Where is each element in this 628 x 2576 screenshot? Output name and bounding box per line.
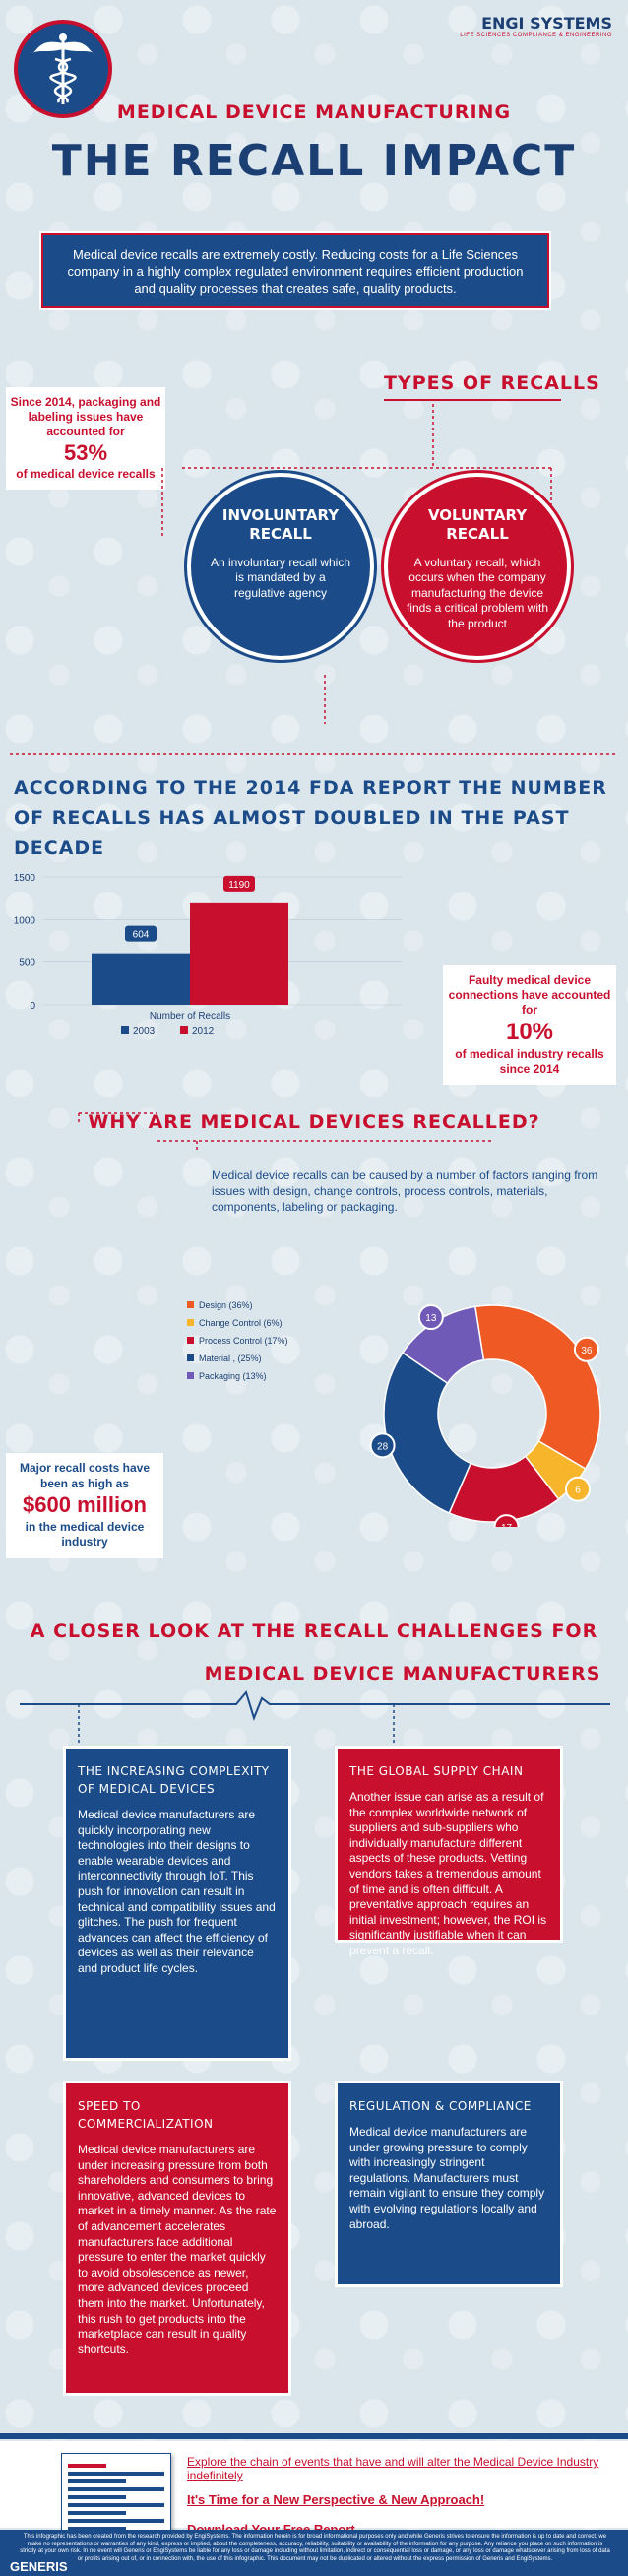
why-connector — [78, 1112, 492, 1153]
connector-lines — [10, 404, 618, 755]
brand-name: ENGI SYSTEMS — [481, 14, 612, 33]
divider — [0, 2433, 628, 2439]
legend-label: Material , (25%) — [199, 1354, 262, 1363]
legend-swatch — [180, 1026, 188, 1034]
voluntary-title: VOLUNTARY RECALL — [427, 506, 528, 543]
y-tick-label: 0 — [30, 1001, 35, 1012]
data-label-bubble — [417, 1304, 444, 1331]
voluntary-recall-circle: VOLUNTARY RECALL A voluntary recall, whi… — [384, 473, 571, 660]
stat-packaging-callout: Since 2014, packaging and labeling issue… — [6, 387, 165, 490]
closer-heading-line2: MEDICAL DEVICE MANUFACTURERS — [204, 1663, 601, 1684]
stat-connections-callout: Faulty medical device connections have a… — [443, 965, 616, 1085]
causes-donut-chart: Design (36%) Change Control (6%) Process C… — [187, 1300, 601, 1527]
stat-cost-callout: Major recall costs have been as high as … — [6, 1453, 163, 1558]
challenge-card: THE GLOBAL SUPPLY CHAIN Another issue ca… — [335, 1746, 563, 1957]
legend-label: Change Control (6%) — [199, 1318, 283, 1328]
legend-swatch — [121, 1026, 129, 1034]
stat-text: Faulty medical device connections have a… — [448, 973, 611, 1017]
data-label: 36 — [581, 1346, 593, 1356]
why-heading: WHY ARE MEDICAL DEVICES RECALLED? — [88, 1111, 540, 1133]
donut-slice — [473, 1304, 601, 1471]
bar-2012 — [190, 902, 288, 1005]
stat-text: of medical industry recalls since 2014 — [455, 1047, 604, 1076]
x-tick-label: Number of Recalls — [150, 1011, 230, 1022]
legend-swatch — [187, 1372, 194, 1379]
bar-2003 — [92, 953, 190, 1005]
page-title: THE RECALL IMPACT — [51, 136, 577, 186]
legend-swatch — [187, 1337, 194, 1344]
legend-label: Packaging (13%) — [199, 1371, 267, 1381]
y-tick-label: 1000 — [14, 915, 36, 926]
data-label-bg — [125, 925, 157, 942]
explore-link[interactable]: Explore the chain of events that have an… — [187, 2455, 599, 2482]
stat-text: Major recall costs have been as high as — [19, 1461, 151, 1490]
generis-logo[interactable]: GENERIS — [10, 2559, 68, 2574]
card-title: REGULATION & COMPLIANCE — [349, 2099, 532, 2113]
data-label-bubble — [573, 1336, 599, 1362]
involuntary-desc: An involuntary recall which is mandated … — [210, 555, 351, 600]
legend-swatch — [187, 1319, 194, 1326]
stat-number: 53% — [63, 440, 108, 465]
data-label-bubble — [565, 1476, 592, 1502]
challenge-card: THE INCREASING COMPLEXITY OF MEDICAL DEV… — [63, 1746, 291, 2061]
involuntary-title: INVOLUNTARY RECALL — [221, 506, 340, 543]
stat-number: $600 million — [23, 1492, 147, 1518]
stat-text: of medical device recalls — [16, 466, 156, 481]
pulse-connector — [20, 1689, 610, 1744]
card-title: THE GLOBAL SUPPLY CHAIN — [349, 1764, 524, 1778]
why-description: Medical device recalls can be caused by … — [212, 1168, 598, 1215]
legend-label: 2012 — [192, 1026, 215, 1037]
brand-logo[interactable]: ENGI SYSTEMS LIFE SCIENCES COMPLIANCE & … — [460, 14, 612, 38]
data-label: 1190 — [228, 880, 250, 891]
footer — [0, 2530, 628, 2576]
y-tick-label: 500 — [19, 958, 35, 969]
card-body: Medical device manufacturers are quickly… — [78, 1808, 276, 1975]
donut-slice — [401, 1305, 485, 1385]
challenge-card: SPEED TO COMMERCIALIZATION Medical devic… — [63, 2081, 291, 2396]
legend-swatch — [187, 1354, 194, 1361]
y-tick-label: 1500 — [14, 873, 36, 884]
data-label-bg — [223, 875, 255, 892]
divider — [384, 399, 561, 401]
card-body: Medical device manufacturers are under g… — [349, 2125, 545, 2231]
kicker-heading: MEDICAL DEVICE MANUFACTURING — [116, 101, 512, 123]
legend-label: Process Control (17%) — [199, 1336, 288, 1346]
fda-heading: ACCORDING TO THE 2014 FDA REPORT THE NUM… — [14, 777, 607, 859]
involuntary-recall-circle: INVOLUNTARY RECALL An involuntary recall… — [187, 473, 374, 660]
donut-slice — [383, 1352, 472, 1514]
card-title: SPEED TO COMMERCIALIZATION — [78, 2099, 214, 2131]
legend-swatch — [187, 1301, 194, 1308]
voluntary-desc: A voluntary recall, which occurs when th… — [406, 555, 549, 630]
types-heading: TYPES OF RECALLS — [384, 372, 600, 394]
stat-text: Since 2014, packaging and labeling issue… — [10, 395, 161, 438]
recalls-bar-chart: 0 500 1000 1500 604 1190 Number of Recalls 2003… — [14, 873, 402, 1037]
legend-label: Design (36%) — [199, 1300, 253, 1310]
data-label: 17 — [501, 1523, 513, 1527]
new-perspective-link[interactable]: It's Time for a New Perspective & New Ap… — [187, 2492, 485, 2507]
intro-box: Medical device recalls are extremely cos… — [39, 231, 551, 310]
legend-label: 2003 — [133, 1026, 156, 1037]
data-label: 28 — [377, 1441, 389, 1452]
disclaimer-text: This infographic has been created from t… — [20, 2534, 610, 2562]
stat-text: in the medical device industry — [25, 1519, 145, 1550]
data-label-bubble — [493, 1514, 520, 1527]
card-body: Another issue can arise as a result of t… — [349, 1790, 547, 1957]
challenge-card: REGULATION & COMPLIANCE Medical device m… — [335, 2081, 563, 2287]
stat-number: 10% — [505, 1019, 554, 1045]
closer-heading-line1: A CLOSER LOOK AT THE RECALL CHALLENGES F… — [30, 1620, 598, 1642]
data-label: 13 — [425, 1313, 437, 1324]
card-body: Medical device manufacturers are under i… — [78, 2143, 277, 2356]
data-label-bubble — [369, 1432, 396, 1459]
brand-tagline: LIFE SCIENCES COMPLIANCE & ENGINEERING — [460, 33, 612, 38]
data-label: 6 — [575, 1486, 581, 1496]
card-title: THE INCREASING COMPLEXITY OF MEDICAL DEV… — [78, 1764, 270, 1796]
data-label: 604 — [133, 930, 150, 941]
caduceus-logo-icon — [14, 20, 112, 118]
